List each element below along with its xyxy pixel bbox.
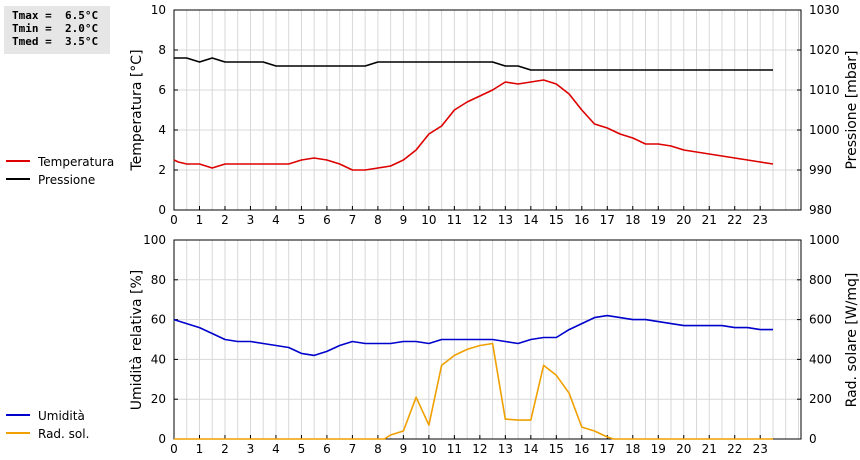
x-tick-label: 18: [625, 442, 640, 456]
x-tick-label: 22: [727, 442, 742, 456]
x-tick-label: 1: [196, 442, 204, 456]
x-tick-label: 6: [323, 213, 331, 227]
x-tick-label: 14: [523, 213, 538, 227]
legend-label: Umidità: [38, 409, 85, 423]
x-tick-label: 9: [400, 213, 408, 227]
legend-label: Temperatura: [37, 155, 114, 169]
tmed-text: Tmed = 3.5°C: [12, 35, 99, 48]
x-tick-label: 0: [170, 213, 178, 227]
y-tick-label: 0: [158, 432, 166, 446]
x-tick-label: 7: [349, 213, 357, 227]
x-tick-label: 16: [574, 442, 589, 456]
series-line-2-1: [173, 314, 773, 357]
x-tick-label: 16: [574, 213, 589, 227]
x-tick-label: 5: [298, 442, 306, 456]
y-axis-label: Temperatura [°C]: [129, 49, 145, 171]
y2-tick-label: 990: [809, 163, 832, 177]
x-tick-label: 2: [221, 442, 229, 456]
y2-tick-label: 600: [809, 313, 832, 327]
x-tick-label: 3: [247, 442, 255, 456]
x-tick-label: 21: [702, 213, 717, 227]
y-tick-label: 20: [151, 392, 166, 406]
plot-frame: [173, 9, 802, 211]
x-tick-label: 23: [753, 213, 768, 227]
y-tick-label: 2: [158, 163, 166, 177]
y2-tick-label: 200: [809, 392, 832, 406]
series-line-2-2: [174, 342, 773, 440]
y2-axis-label: Rad. solare [W/mq]: [844, 273, 860, 408]
y2-tick-label: 0: [809, 432, 817, 446]
y2-tick-label: 1000: [809, 123, 840, 137]
y-axis-label: Umidità relativa [%]: [129, 270, 145, 411]
x-tick-label: 15: [549, 213, 564, 227]
x-tick-label: 18: [625, 213, 640, 227]
x-tick-label: 11: [447, 442, 462, 456]
x-tick-label: 19: [651, 442, 666, 456]
x-tick-label: 12: [472, 213, 487, 227]
x-tick-label: 10: [421, 213, 436, 227]
x-tick-label: 23: [753, 442, 768, 456]
y-tick-label: 80: [151, 273, 166, 287]
x-tick-label: 12: [472, 442, 487, 456]
x-tick-label: 13: [498, 213, 513, 227]
x-tick-label: 13: [498, 442, 513, 456]
series-line-1-2: [174, 57, 773, 71]
x-tick-label: 20: [676, 213, 691, 227]
legend-label: Rad. sol.: [38, 427, 89, 441]
y2-tick-label: 1010: [809, 83, 840, 97]
x-tick-label: 3: [247, 213, 255, 227]
x-tick-label: 14: [523, 442, 538, 456]
x-tick-label: 4: [272, 442, 280, 456]
x-tick-label: 20: [676, 442, 691, 456]
x-tick-label: 8: [374, 442, 382, 456]
x-tick-label: 8: [374, 213, 382, 227]
y2-tick-label: 1030: [809, 3, 840, 17]
y2-tick-label: 400: [809, 352, 832, 366]
x-tick-label: 6: [323, 442, 331, 456]
x-tick-label: 4: [272, 213, 280, 227]
x-tick-label: 5: [298, 213, 306, 227]
x-tick-label: 0: [170, 442, 178, 456]
y-tick-label: 6: [158, 83, 166, 97]
x-tick-label: 17: [600, 442, 615, 456]
y-tick-label: 40: [151, 352, 166, 366]
y2-axis-label: Pressione [mbar]: [844, 50, 860, 169]
y-tick-label: 0: [158, 203, 166, 217]
x-tick-label: 7: [349, 442, 357, 456]
x-tick-label: 9: [400, 442, 408, 456]
y2-tick-label: 1020: [809, 43, 840, 57]
x-tick-label: 17: [600, 213, 615, 227]
y-tick-label: 10: [151, 3, 166, 17]
y2-tick-label: 1000: [809, 233, 840, 247]
y-tick-label: 100: [143, 233, 166, 247]
x-tick-label: 11: [447, 213, 462, 227]
x-tick-label: 21: [702, 442, 717, 456]
x-tick-label: 10: [421, 442, 436, 456]
y2-tick-label: 980: [809, 203, 832, 217]
x-tick-label: 2: [221, 213, 229, 227]
chart-panel-1: 0 1 2 3 4 5 6 7 8 9 10 11 12 13 14 15 16 17 18 19 20 21 22 2302…: [6, 3, 860, 227]
x-tick-label: 15: [549, 442, 564, 456]
chart-panel-2: 0 1 2 3 4 5 6 7 8 9 10 11 12 13 14 15 16 17 18 19 20 21 22 2302…: [6, 233, 860, 456]
legend-label: Pressione: [38, 173, 95, 187]
tmin-text: Tmin = 2.0°C: [12, 22, 99, 35]
y-tick-label: 8: [158, 43, 166, 57]
y2-tick-label: 800: [809, 273, 832, 287]
series-line-1-1: [173, 79, 774, 171]
x-tick-label: 1: [196, 213, 204, 227]
x-tick-label: 19: [651, 213, 666, 227]
stats-box: Tmax = 6.5°C Tmin = 2.0°C Tmed = 3.5°C: [4, 6, 110, 54]
y-tick-label: 4: [158, 123, 166, 137]
y-tick-label: 60: [151, 313, 166, 327]
plot-frame: [173, 239, 802, 440]
tmax-text: Tmax = 6.5°C: [12, 9, 99, 22]
x-tick-label: 22: [727, 213, 742, 227]
